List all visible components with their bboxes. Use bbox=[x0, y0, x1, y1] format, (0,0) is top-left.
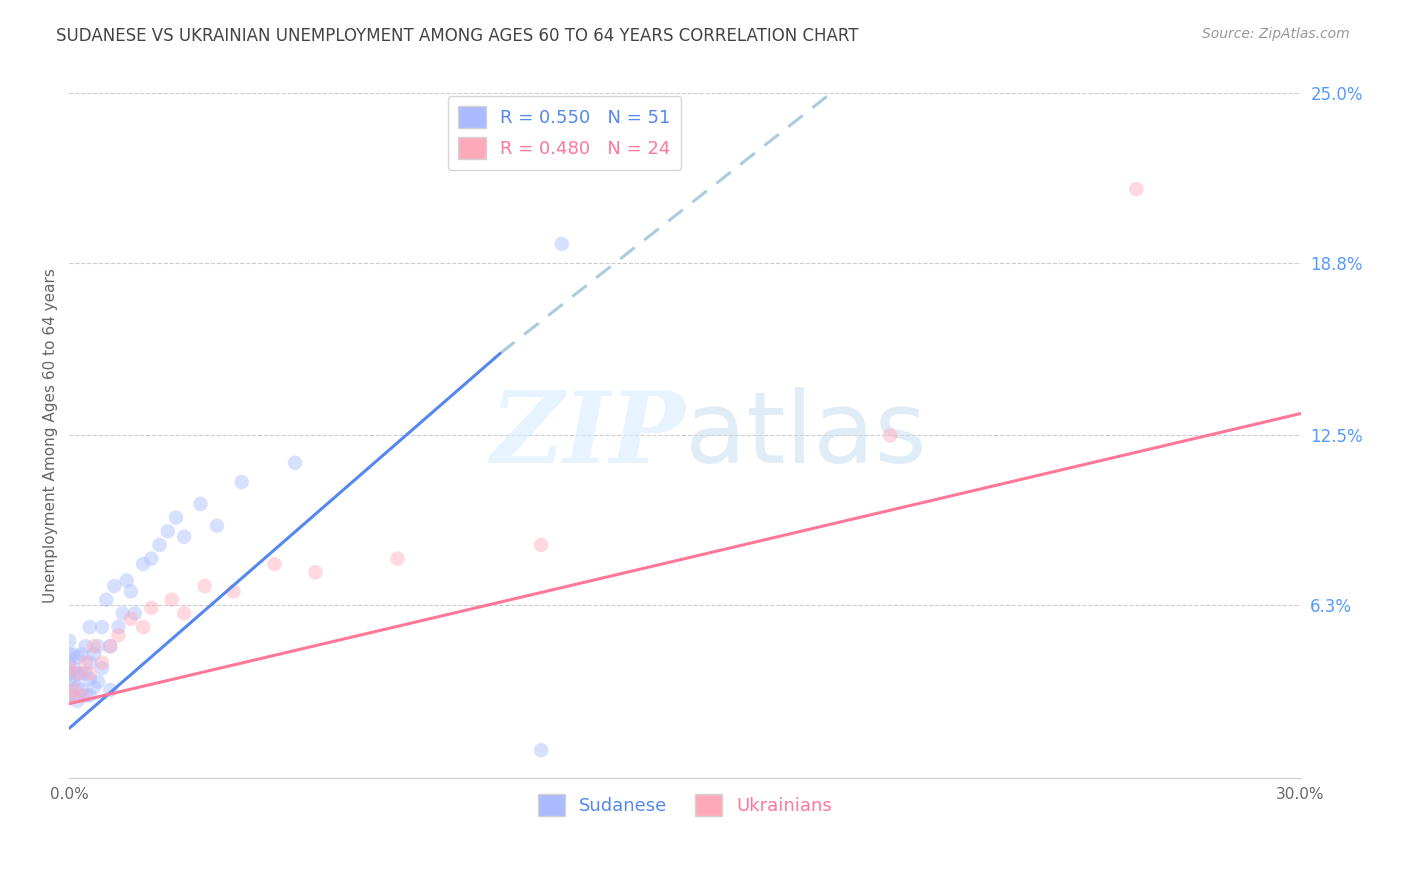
Point bbox=[75, 656, 97, 670]
Point bbox=[83, 680, 105, 694]
Point bbox=[156, 524, 179, 539]
Point bbox=[141, 551, 163, 566]
Point bbox=[120, 612, 142, 626]
Text: ZIP: ZIP bbox=[489, 387, 685, 483]
Point bbox=[62, 648, 84, 662]
Point bbox=[530, 743, 553, 757]
Point bbox=[66, 680, 89, 694]
Point bbox=[1125, 182, 1147, 196]
Point bbox=[111, 607, 134, 621]
Point bbox=[66, 650, 89, 665]
Point bbox=[132, 620, 155, 634]
Point bbox=[141, 600, 163, 615]
Point bbox=[79, 672, 101, 686]
Point bbox=[263, 557, 285, 571]
Point bbox=[79, 620, 101, 634]
Point bbox=[205, 518, 228, 533]
Point bbox=[75, 639, 97, 653]
Point bbox=[103, 579, 125, 593]
Legend: Sudanese, Ukrainians: Sudanese, Ukrainians bbox=[530, 787, 839, 823]
Point bbox=[173, 530, 195, 544]
Point bbox=[107, 620, 129, 634]
Point bbox=[70, 683, 93, 698]
Point bbox=[58, 648, 80, 662]
Point bbox=[879, 428, 901, 442]
Point bbox=[70, 666, 93, 681]
Point bbox=[62, 683, 84, 698]
Point bbox=[173, 607, 195, 621]
Text: Source: ZipAtlas.com: Source: ZipAtlas.com bbox=[1202, 27, 1350, 41]
Point bbox=[160, 592, 183, 607]
Point bbox=[66, 666, 89, 681]
Point bbox=[62, 661, 84, 675]
Point bbox=[62, 689, 84, 703]
Point bbox=[75, 666, 97, 681]
Point bbox=[148, 538, 170, 552]
Point bbox=[231, 475, 253, 489]
Point bbox=[58, 661, 80, 675]
Point bbox=[91, 661, 114, 675]
Point bbox=[66, 694, 89, 708]
Point bbox=[284, 456, 307, 470]
Point bbox=[190, 497, 212, 511]
Point bbox=[87, 674, 110, 689]
Point bbox=[551, 236, 574, 251]
Point bbox=[222, 584, 245, 599]
Point bbox=[91, 620, 114, 634]
Point bbox=[124, 607, 146, 621]
Point bbox=[132, 557, 155, 571]
Point bbox=[107, 628, 129, 642]
Point bbox=[165, 510, 187, 524]
Point bbox=[62, 674, 84, 689]
Point bbox=[66, 666, 89, 681]
Point bbox=[70, 648, 93, 662]
Point bbox=[98, 683, 121, 698]
Point bbox=[96, 592, 118, 607]
Point bbox=[98, 639, 121, 653]
Point bbox=[75, 689, 97, 703]
Point bbox=[387, 551, 409, 566]
Point bbox=[79, 666, 101, 681]
Point bbox=[115, 574, 138, 588]
Point bbox=[58, 689, 80, 703]
Point bbox=[58, 633, 80, 648]
Point bbox=[79, 689, 101, 703]
Point bbox=[87, 639, 110, 653]
Point bbox=[83, 648, 105, 662]
Point bbox=[83, 639, 105, 653]
Point bbox=[120, 584, 142, 599]
Point bbox=[304, 566, 326, 580]
Point bbox=[79, 656, 101, 670]
Point bbox=[194, 579, 217, 593]
Point bbox=[58, 656, 80, 670]
Point bbox=[58, 674, 80, 689]
Text: atlas: atlas bbox=[685, 387, 927, 484]
Y-axis label: Unemployment Among Ages 60 to 64 years: Unemployment Among Ages 60 to 64 years bbox=[44, 268, 58, 603]
Point bbox=[530, 538, 553, 552]
Point bbox=[58, 689, 80, 703]
Point bbox=[58, 666, 80, 681]
Point bbox=[91, 656, 114, 670]
Text: SUDANESE VS UKRAINIAN UNEMPLOYMENT AMONG AGES 60 TO 64 YEARS CORRELATION CHART: SUDANESE VS UKRAINIAN UNEMPLOYMENT AMONG… bbox=[56, 27, 859, 45]
Point bbox=[70, 689, 93, 703]
Point bbox=[98, 639, 121, 653]
